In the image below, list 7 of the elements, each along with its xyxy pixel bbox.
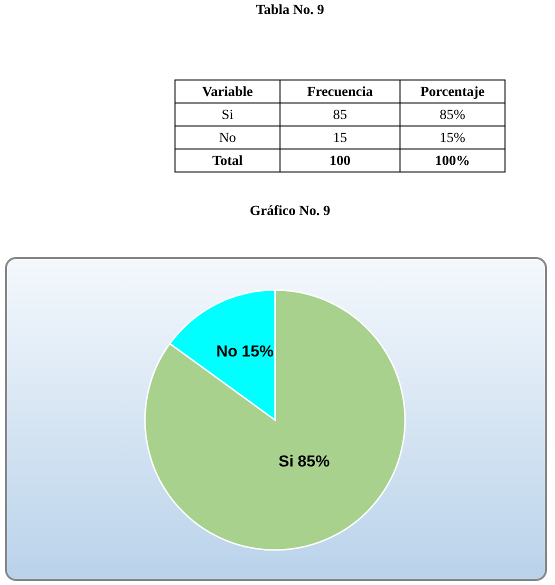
data-table: Tabla No. 9 Variable Frecuencia Porcentaje Si 85 85% No 15 15% Total 100 100% bbox=[174, 3, 506, 172]
chart-title: Gráfico No. 9 bbox=[250, 204, 330, 219]
data-label: 85% bbox=[298, 454, 330, 471]
slice-label: Si bbox=[278, 454, 294, 471]
data-label: 15% bbox=[242, 344, 274, 360]
pie-slice bbox=[144, 289, 406, 551]
slice-label: No bbox=[216, 344, 238, 360]
